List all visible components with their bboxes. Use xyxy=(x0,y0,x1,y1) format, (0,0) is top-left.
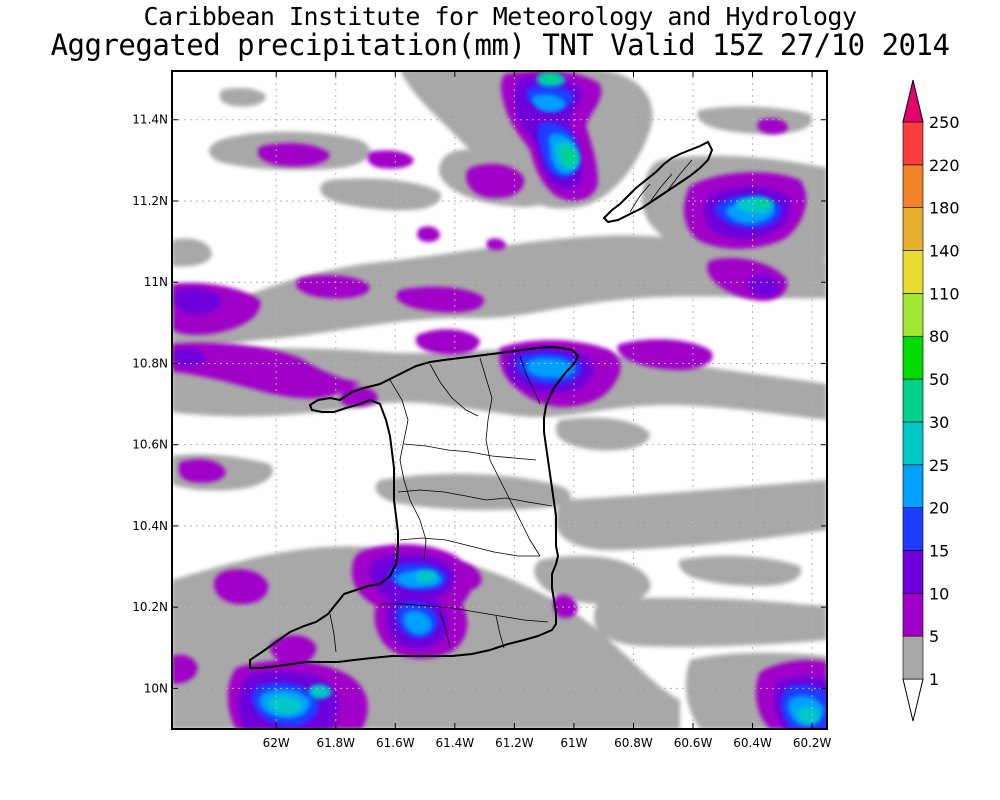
tick-label-lat: 11.2N xyxy=(132,194,168,208)
tick-label-lon: 61.8W xyxy=(316,736,355,750)
tick-label-lat: 10.2N xyxy=(132,600,168,614)
tick-label-lon: 60.6W xyxy=(674,736,713,750)
colorbar-box xyxy=(902,464,924,508)
colorbar-low-arrow xyxy=(902,678,924,722)
colorbar-label: 10 xyxy=(929,584,949,603)
colorbar-label: 180 xyxy=(929,199,960,218)
tick-label-lat: 11N xyxy=(144,275,168,289)
trinidad-boundaries xyxy=(329,355,553,653)
colorbar-label: 20 xyxy=(929,499,949,518)
tick-label-lon: 61.2W xyxy=(495,736,534,750)
tick-label-lat: 10.8N xyxy=(132,356,168,370)
tick-label-lat: 10.4N xyxy=(132,519,168,533)
tick-label-lat: 10N xyxy=(144,681,168,695)
colorbar-label: 1 xyxy=(929,670,939,689)
tick-label-lat: 11.4N xyxy=(132,113,168,127)
tick-label-lon: 60.2W xyxy=(793,736,832,750)
tick-label-lon: 60.4W xyxy=(733,736,772,750)
colorbar xyxy=(902,79,924,722)
colorbar-box xyxy=(902,250,924,294)
colorbar-box xyxy=(902,593,924,637)
colorbar-label: 220 xyxy=(929,156,960,175)
colorbar-label: 30 xyxy=(929,413,949,432)
colorbar-box xyxy=(902,507,924,551)
colorbar-label: 250 xyxy=(929,113,960,132)
colorbar-box xyxy=(902,378,924,423)
axis-tick-labels: 62W 61.8W 61.6W 61.4W 61.2W 61W 60.8W 60.6W 60.4… xyxy=(132,113,831,750)
map-gridlines xyxy=(172,71,827,729)
colorbar-label: 80 xyxy=(929,327,949,346)
colorbar-box xyxy=(902,164,924,208)
precip-band-30mm xyxy=(539,72,770,208)
colorbar-box xyxy=(902,121,924,166)
tobago-boundaries xyxy=(629,159,693,213)
tick-label-lon: 62W xyxy=(263,736,290,750)
coastlines xyxy=(249,140,714,669)
colorbar-label: 140 xyxy=(929,242,960,261)
tick-label-lon: 61.4W xyxy=(436,736,475,750)
chart-title-line1: Caribbean Institute for Meteorology and … xyxy=(143,2,857,31)
tick-label-lon: 61W xyxy=(560,736,587,750)
colorbar-box xyxy=(902,550,924,594)
colorbar-label: 15 xyxy=(929,541,949,560)
axis-ticks xyxy=(172,71,827,729)
chart-title-line2: Aggregated precipitation(mm) TNT Valid 1… xyxy=(50,28,950,62)
tick-label-lon: 60.8W xyxy=(614,736,653,750)
colorbar-box xyxy=(902,421,924,466)
plot-frame xyxy=(171,70,828,730)
colorbar-label: 5 xyxy=(929,627,939,646)
colorbar-box xyxy=(902,207,924,251)
precipitation-field xyxy=(172,71,827,729)
trinidad-coast xyxy=(249,345,580,669)
tick-label-lon: 61.6W xyxy=(376,736,415,750)
colorbar-label: 50 xyxy=(929,370,949,389)
colorbar-box xyxy=(902,335,924,380)
colorbar-high-arrow xyxy=(902,79,924,123)
tick-label-lat: 10.6N xyxy=(132,438,168,452)
colorbar-box xyxy=(902,293,924,337)
colorbar-label: 110 xyxy=(929,284,960,303)
colorbar-label: 25 xyxy=(929,456,949,475)
colorbar-box xyxy=(902,635,924,680)
tobago-coast xyxy=(602,140,714,224)
